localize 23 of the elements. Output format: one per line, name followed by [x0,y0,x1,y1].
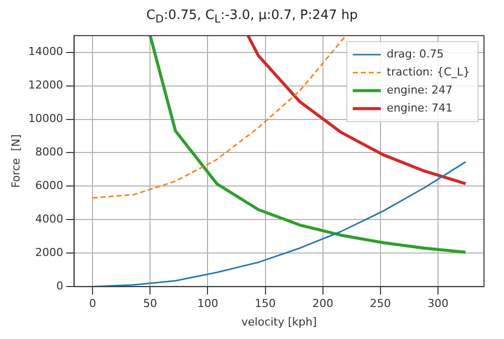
x-tick-label: 300 [427,297,448,310]
y-tick-label: 10000 [28,112,64,126]
x-tick-label: 150 [254,297,276,310]
y-tick-label: 6000 [35,179,64,192]
x-tick-label: 0 [89,297,96,310]
legend-label: engine: 741 [386,101,453,114]
x-tick-label: 200 [312,297,334,310]
x-axis-title: velocity [kph] [241,315,317,328]
y-axis-title: Force [N] [9,134,22,188]
x-tick-label: 250 [370,297,391,310]
legend-label: drag: 0.75 [386,47,444,60]
y-tick-label: 0 [56,279,64,292]
chart-title: C$_{D}$:0.75, C$_{L}$:-3.0, μ:0.7, P:247 hp [145,8,359,26]
y-tick-label: 2000 [35,246,64,259]
legend-label: traction: {C_L} [386,65,470,78]
y-tick-label: 8000 [35,146,64,159]
legend-label: engine: 247 [386,83,453,96]
line-series [92,36,347,199]
y-tick-label: 4000 [35,212,64,226]
y-tick-label: 12000 [28,78,64,92]
x-tick-label: 100 [197,297,218,310]
y-tick-label: 14000 [28,45,64,58]
x-tick-label: 50 [143,297,158,310]
